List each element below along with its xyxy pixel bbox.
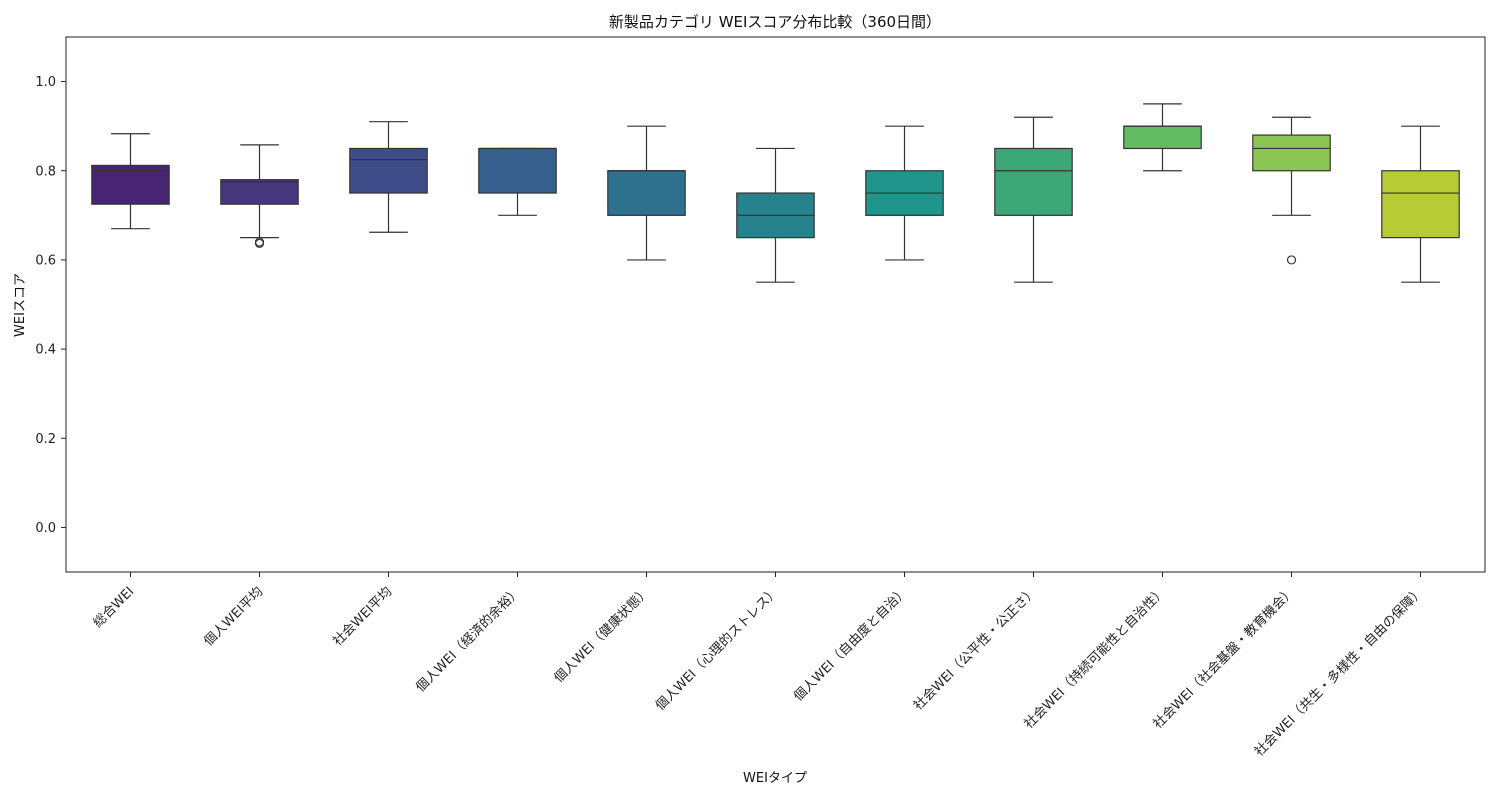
x-tick-label: 個人WEI（心理的ストレス）: [652, 584, 782, 714]
box-iqr: [1123, 125, 1202, 150]
box-10: [1381, 125, 1460, 283]
box-iqr: [91, 164, 170, 205]
box-7: [994, 116, 1073, 283]
box-6: [865, 125, 944, 261]
x-tick-label: 個人WEI（自由度と自治）: [790, 584, 911, 705]
box-1: [220, 144, 299, 249]
box-iqr: [478, 147, 557, 194]
plot-frame: [65, 36, 1486, 573]
box-4: [607, 125, 686, 261]
y-tick-label: 0.8: [35, 164, 56, 179]
y-axis: 0.0 0.2 0.4 0.6 0.8 1.0: [35, 75, 66, 536]
x-tick-label: 社会WEI（社会基盤・教育機会）: [1150, 584, 1298, 732]
box-iqr: [607, 170, 686, 216]
y-tick-label: 0.6: [35, 253, 56, 268]
x-tick-label: 社会WEI（公平性・公正さ）: [910, 584, 1040, 714]
x-tick-label: 総合WEI: [91, 584, 138, 631]
y-tick-label: 1.0: [35, 75, 56, 90]
box-series: [91, 103, 1460, 283]
x-tick-label: 社会WEI（持続可能性と自治性）: [1021, 584, 1169, 732]
box-iqr: [220, 179, 299, 205]
box-iqr: [1252, 134, 1331, 172]
box-8: [1123, 103, 1202, 172]
x-tick-label: 個人WEI平均: [201, 584, 266, 649]
box-2: [349, 121, 428, 233]
x-axis: 総合WEI 個人WEI平均 社会WEI平均 個人WEI（経済的余裕） 個人WEI（健康状…: [91, 572, 1427, 760]
box-9: [1252, 116, 1331, 265]
outlier-point: [1286, 255, 1297, 265]
y-axis-label: WEIスコア: [13, 273, 28, 337]
x-tick-label: 社会WEI平均: [330, 584, 396, 650]
box-3: [478, 147, 557, 216]
y-tick-label: 0.4: [35, 343, 56, 358]
box-5: [736, 147, 815, 283]
box-iqr: [994, 147, 1073, 216]
y-tick-label: 0.2: [35, 432, 56, 447]
x-tick-label: 個人WEI（経済的余裕）: [413, 584, 525, 696]
box-iqr: [1381, 170, 1460, 239]
y-tick-label: 0.0: [35, 521, 56, 536]
box-0: [91, 133, 170, 230]
chart-title: 新製品カテゴリ WEIスコア分布比較（360日間）: [609, 13, 941, 31]
x-tick-label: 個人WEI（健康状態）: [551, 584, 653, 686]
x-axis-label: WEIタイプ: [743, 771, 807, 786]
box-iqr: [349, 147, 428, 194]
outlier-point: [254, 237, 265, 247]
